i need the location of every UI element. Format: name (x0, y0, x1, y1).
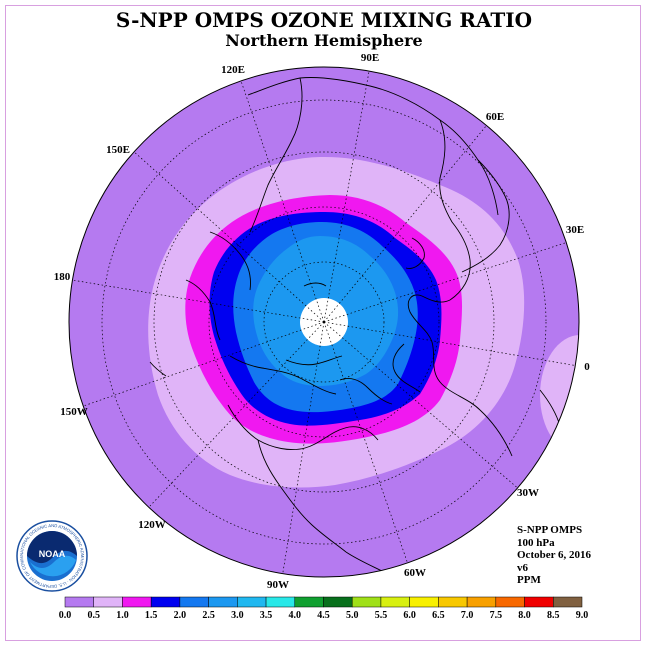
lon-label-120w: 120W (138, 519, 166, 531)
scale-swatch (294, 596, 324, 608)
noaa-logo-text: NOAA (39, 549, 66, 559)
scale-swatch (208, 596, 238, 608)
info-units: PPM (517, 574, 541, 586)
scale-swatch (237, 596, 267, 608)
scale-tick-label: 8.0 (518, 610, 531, 621)
scale-tick-label: 5.0 (346, 610, 359, 621)
scale-tick-label: 6.5 (432, 610, 445, 621)
noaa-logo: NOAA NATIONAL OCEANIC AND ATMOSPHERIC AD… (16, 520, 88, 592)
scale-swatch (553, 596, 583, 608)
scale-swatch (150, 596, 181, 608)
scale-swatch (93, 596, 123, 608)
scale-swatch (495, 596, 525, 608)
info-block: S-NPP OMPS 100 hPa October 6, 2016 v6 PP… (517, 524, 591, 587)
scale-swatch (64, 596, 94, 608)
coastlines (149, 77, 562, 573)
scale-tick-label: 0.5 (87, 610, 100, 621)
scale-swatch (122, 596, 152, 608)
lon-label-90w: 90W (267, 579, 289, 591)
lon-label-180: 180 (54, 271, 71, 283)
scale-swatch (323, 596, 353, 608)
scale-swatch (179, 596, 209, 608)
map-subtitle: Northern Hemisphere (225, 31, 423, 50)
info-level: 100 hPa (517, 536, 555, 549)
scale-tick-label: 1.0 (116, 610, 129, 621)
info-date: October 6, 2016 (517, 549, 592, 561)
scale-swatch (409, 596, 439, 608)
map-border (68, 66, 580, 578)
scale-tick-label: 1.5 (145, 610, 158, 621)
color-scale: 0.0 0.5 1.0 1.5 2.0 2.5 3.0 3.5 4.0 4.5 5.0 5.5 6.0 6… (59, 596, 589, 621)
scale-swatch (438, 596, 468, 608)
lon-label-0: 0 (584, 361, 590, 373)
scale-tick-label: 3.5 (260, 610, 273, 621)
lon-label-30w: 30W (517, 487, 539, 499)
lon-label-150w: 150W (60, 406, 88, 418)
lon-label-150e: 150E (106, 144, 130, 156)
lon-label-30e: 30E (566, 224, 584, 236)
scale-swatch (380, 596, 410, 608)
scale-tick-label: 2.5 (202, 610, 215, 621)
scale-swatch (524, 596, 554, 608)
scale-tick-label: 8.5 (547, 610, 560, 621)
scale-swatch (466, 596, 497, 608)
scale-tick-label: 7.5 (490, 610, 503, 621)
info-instrument: S-NPP OMPS (517, 524, 583, 536)
lon-label-60e: 60E (486, 111, 504, 123)
image-frame (5, 5, 641, 641)
scale-tick-label: 7.0 (461, 610, 474, 621)
scale-tick-label: 0.0 (59, 610, 72, 621)
info-version: v6 (517, 561, 528, 574)
lon-label-60w: 60W (404, 567, 426, 579)
scale-tick-label: 6.0 (403, 610, 416, 621)
scale-tick-label: 4.0 (289, 610, 302, 621)
scale-tick-label: 9.0 (576, 610, 589, 621)
map-title: S-NPP OMPS OZONE MIXING RATIO (115, 8, 533, 32)
scale-tick-label: 3.0 (231, 610, 244, 621)
lon-label-90e: 90E (361, 52, 379, 64)
scale-swatch (265, 596, 296, 608)
scale-tick-label: 4.5 (317, 610, 330, 621)
scale-swatch (351, 596, 382, 608)
scale-tick-label: 2.0 (174, 610, 187, 621)
scale-tick-label: 5.5 (375, 610, 388, 621)
lon-label-120e: 120E (221, 64, 245, 76)
graticule (71, 67, 579, 577)
